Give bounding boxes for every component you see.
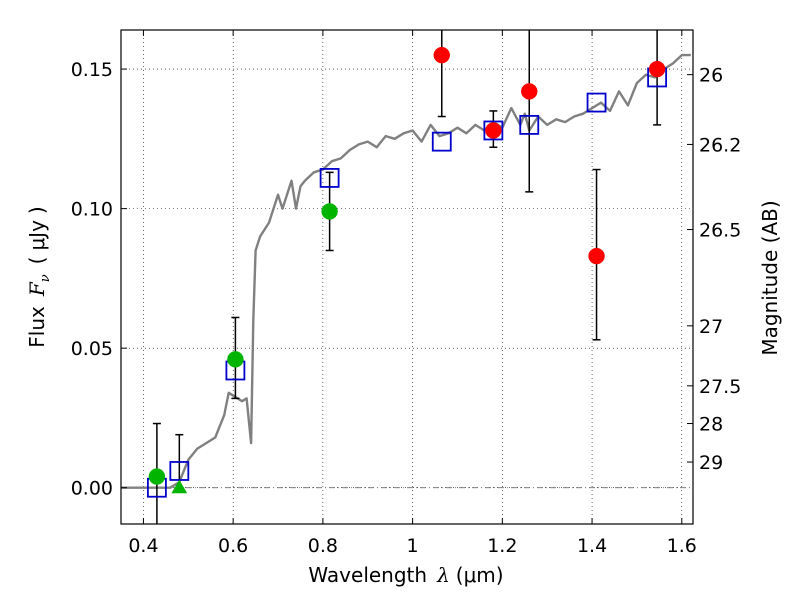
y-axis-ticks: 0.00 0.05 0.10 0.15 xyxy=(71,59,127,500)
data-point-marker xyxy=(521,83,538,100)
data-point-marker xyxy=(485,122,502,139)
data-markers xyxy=(146,46,668,498)
plot-frame xyxy=(120,29,694,525)
y-tick-label: 0.05 xyxy=(71,338,113,360)
data-point-marker xyxy=(648,60,666,78)
y-tick-label: 0.10 xyxy=(71,199,113,221)
data-point-marker xyxy=(148,468,166,485)
x-tick-label: 1.6 xyxy=(667,535,697,557)
x-tick-label: 0.8 xyxy=(308,535,338,557)
spectrum-line xyxy=(121,53,691,489)
data-point-marker xyxy=(227,351,244,368)
y2-tick-label: 26 xyxy=(699,65,723,87)
x-axis-ticks: 0.4 0.6 0.8 1 1.2 1.4 1.6 xyxy=(128,30,697,557)
x-tick-label: 0.4 xyxy=(128,535,158,557)
x-tick-label: 1 xyxy=(407,535,419,557)
model-square-marker xyxy=(483,120,504,141)
data-point-marker xyxy=(433,46,451,64)
model-square-marker xyxy=(319,168,340,188)
upper-limit-marker xyxy=(171,479,188,494)
model-square-marker xyxy=(431,131,452,152)
y2-tick-label: 27 xyxy=(699,316,723,338)
data-point-marker xyxy=(321,203,338,220)
y2-axis-label: Magnitude (AB) xyxy=(758,200,782,355)
y2-axis-ticks: 26 26.2 26.5 27 27.5 28 29 xyxy=(687,65,741,474)
y2-tick-label: 27.5 xyxy=(699,376,741,398)
y2-tick-label: 29 xyxy=(699,452,723,474)
data-point-marker xyxy=(588,247,605,265)
y2-tick-label: 26.5 xyxy=(699,220,741,242)
x-tick-label: 1.4 xyxy=(577,535,607,557)
x-tick-label: 0.6 xyxy=(218,535,248,557)
y2-tick-label: 28 xyxy=(699,414,723,436)
model-square-marker xyxy=(519,114,540,135)
y-tick-label: 0.15 xyxy=(71,59,113,81)
model-square-marker xyxy=(586,92,607,113)
y-axis-label: FluxFν(μJy) xyxy=(25,206,53,347)
x-tick-label: 1.2 xyxy=(487,535,517,557)
x-axis-label: Wavelength λ (μm) xyxy=(308,563,503,587)
spectrum-layer xyxy=(121,53,691,489)
y-tick-label: 0.00 xyxy=(71,478,113,500)
grid xyxy=(121,30,693,524)
y2-tick-label: 26.2 xyxy=(699,134,741,156)
error-bars xyxy=(152,30,662,524)
